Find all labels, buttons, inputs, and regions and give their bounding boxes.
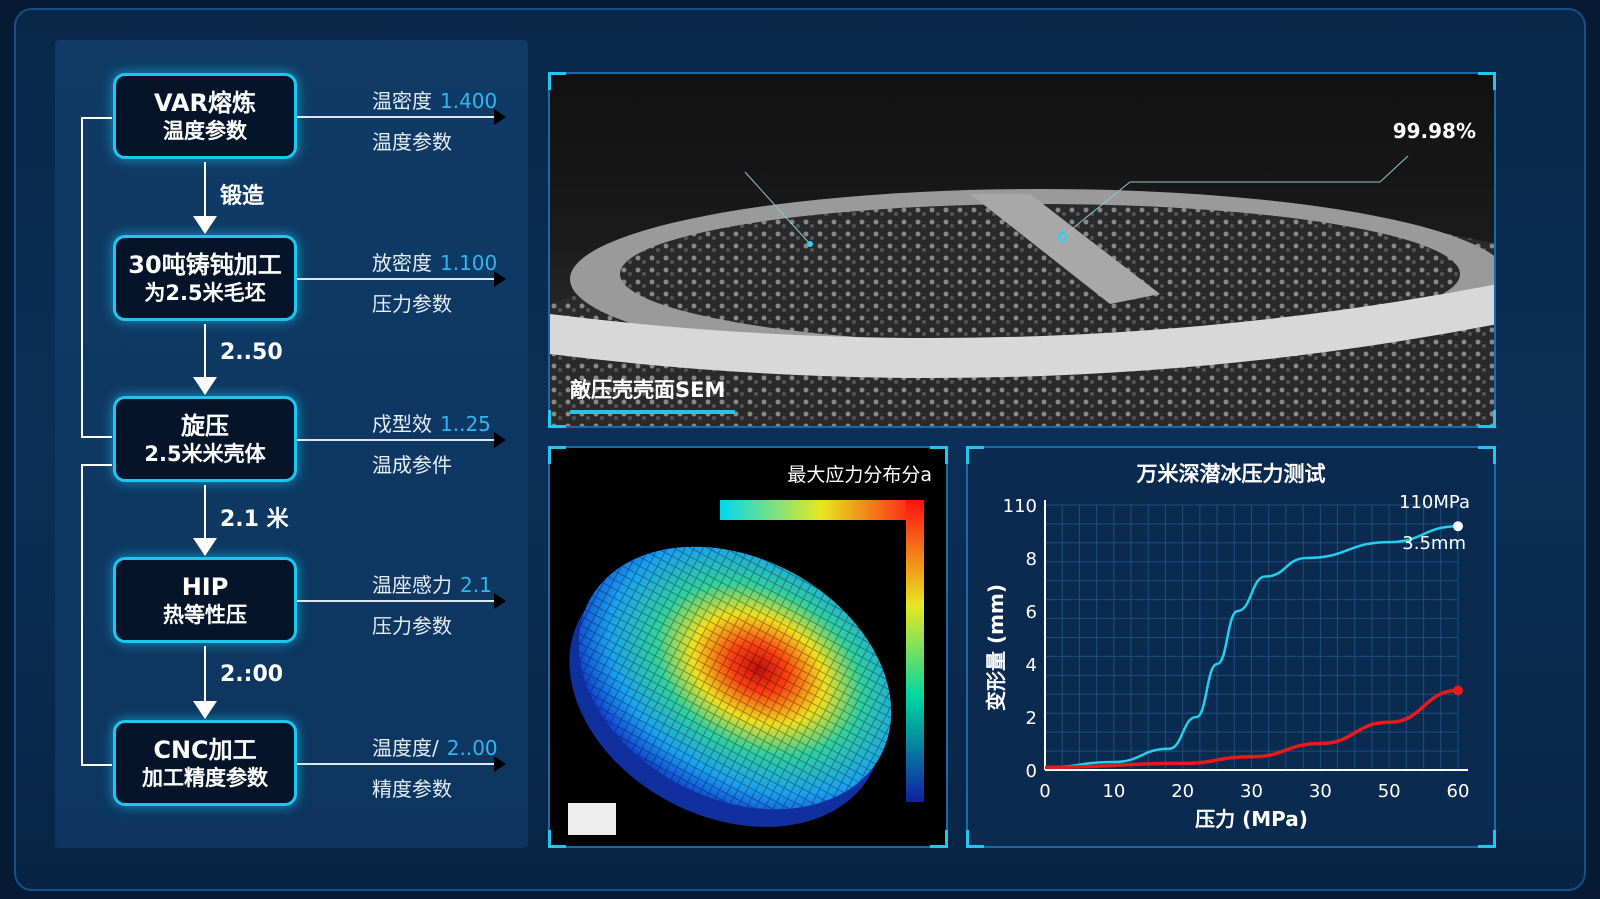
parameter-label: 放密度 1.100 <box>372 247 497 276</box>
heatmap-title: 最大应力分布分a <box>787 464 932 486</box>
x-tick-label: 50 <box>1378 781 1401 802</box>
panel-corner <box>1478 72 1496 90</box>
panel-corner <box>930 830 948 848</box>
parameter-label: 温度度/2..00 <box>372 732 498 761</box>
stress-heatmap-panel: 最大应力分布分a <box>548 446 948 848</box>
parameter-sublabel: 温成参件 <box>372 453 452 477</box>
flow-arrow-down <box>193 485 217 556</box>
parameter-arrow <box>297 109 506 125</box>
process-step-box[interactable]: HIP 热等性压 <box>113 557 297 643</box>
panel-corner <box>1478 446 1496 464</box>
process-step-box[interactable]: VAR熔炼 温度参数 <box>113 73 297 159</box>
panel-corner <box>548 446 566 464</box>
flow-arrow-down <box>193 162 217 234</box>
step-subtitle: 加工精度参数 <box>142 765 268 790</box>
panel-corner <box>930 446 948 464</box>
step-title: CNC加工 <box>153 735 257 764</box>
stress-heatmap <box>568 500 924 835</box>
parameter-sublabel: 压力参数 <box>372 614 452 638</box>
parameter-name: 温度度/ <box>372 736 439 760</box>
y-tick-label: 4 <box>1026 655 1037 676</box>
colorbar-horizontal <box>720 500 922 520</box>
parameter-arrow <box>297 756 506 772</box>
connector-label: 锻造 <box>220 184 265 209</box>
y-tick-label: 0 <box>1026 761 1037 782</box>
panel-corner <box>1478 410 1496 428</box>
x-tick-label: 20 <box>1171 781 1194 802</box>
parameter-arrow <box>297 593 506 609</box>
y-tick-label: 6 <box>1026 602 1037 623</box>
deformation-annotation: 3.5mm <box>1402 533 1466 554</box>
sem-label: 敵压壳壳面SEM <box>570 378 726 402</box>
series-endpoint <box>1453 685 1463 696</box>
series-endpoint <box>1453 521 1463 532</box>
x-tick-label: 0 <box>1039 781 1050 802</box>
series-line <box>1044 524 1459 769</box>
parameter-arrow <box>297 432 506 448</box>
process-step-box[interactable]: CNC加工 加工精度参数 <box>113 720 297 806</box>
flow-arrow-down <box>193 324 217 395</box>
y-tick-label: 8 <box>1026 549 1037 570</box>
flow-arrow-down <box>193 646 217 719</box>
parameter-sublabel: 精度参数 <box>372 777 452 801</box>
sem-image-panel: 99.98% 敵压壳壳面SEM <box>548 72 1496 428</box>
density-annotation: 99.98% <box>1392 119 1476 143</box>
parameter-value: 2..00 <box>446 736 498 760</box>
panel-corner <box>966 830 984 848</box>
panel-corner <box>548 830 566 848</box>
max-pressure-annotation: 110MPa <box>1399 492 1470 513</box>
parameter-value: 1..25 <box>440 412 491 436</box>
parameter-name: 温密度 <box>372 89 432 113</box>
step-title: 旋压 <box>181 411 229 440</box>
parameter-value: 1.400 <box>440 89 498 113</box>
connector-label: 2.1 米 <box>220 507 289 532</box>
parameter-label: 温密度 1.400 <box>372 85 497 114</box>
process-step-box[interactable]: 旋压 2.5米米壳体 <box>113 396 297 482</box>
step-subtitle: 温度参数 <box>163 118 247 143</box>
parameter-label: 戍型效 1..25 <box>372 408 491 437</box>
y-tick-label: 110 <box>1003 496 1037 517</box>
panel-corner <box>548 410 566 428</box>
feedback-loops <box>81 117 112 766</box>
panel-corner <box>1478 830 1496 848</box>
scale-marker <box>568 803 616 835</box>
parameter-name: 放密度 <box>372 251 432 275</box>
step-subtitle: 2.5米米壳体 <box>144 441 266 466</box>
chart-title: 万米深潜冰压力测试 <box>1136 462 1326 486</box>
step-subtitle: 热等性压 <box>163 602 247 627</box>
connector-label: 2.:00 <box>220 662 284 687</box>
colorbar-vertical <box>906 500 924 802</box>
x-tick-label: 10 <box>1102 781 1125 802</box>
step-title: VAR熔炼 <box>154 88 256 117</box>
panel-corner <box>966 446 984 464</box>
connector-label: 2..50 <box>220 340 283 365</box>
parameter-name: 温座感力 <box>372 573 452 597</box>
series-line <box>1044 688 1459 770</box>
x-tick-label: 30 <box>1240 781 1263 802</box>
x-tick-label: 30 <box>1309 781 1332 802</box>
step-title: HIP <box>181 572 229 601</box>
sem-image <box>550 74 1494 426</box>
step-title: 30吨铸钝加工 <box>128 250 282 279</box>
process-step-box[interactable]: 30吨铸钝加工 为2.5米毛坯 <box>113 235 297 321</box>
parameter-name: 戍型效 <box>372 412 432 436</box>
parameter-value: 2.1 <box>460 573 492 597</box>
parameter-sublabel: 压力参数 <box>372 292 452 316</box>
y-tick-label: 2 <box>1026 708 1037 729</box>
pressure-test-chart-panel: 万米深潜冰压力测试 <box>966 446 1496 848</box>
parameter-label: 温座感力 2.1 <box>372 569 492 598</box>
parameter-arrow <box>297 271 506 287</box>
x-axis-label: 压力 (MPa) <box>1195 807 1308 831</box>
x-tick-label: 60 <box>1447 781 1470 802</box>
panel-corner <box>548 72 566 90</box>
parameter-value: 1.100 <box>440 251 498 275</box>
parameter-sublabel: 温度参数 <box>372 130 452 154</box>
step-subtitle: 为2.5米毛坯 <box>144 280 266 305</box>
stress-mesh <box>569 546 892 827</box>
y-axis-label: 变形量 (mm) <box>984 584 1008 711</box>
